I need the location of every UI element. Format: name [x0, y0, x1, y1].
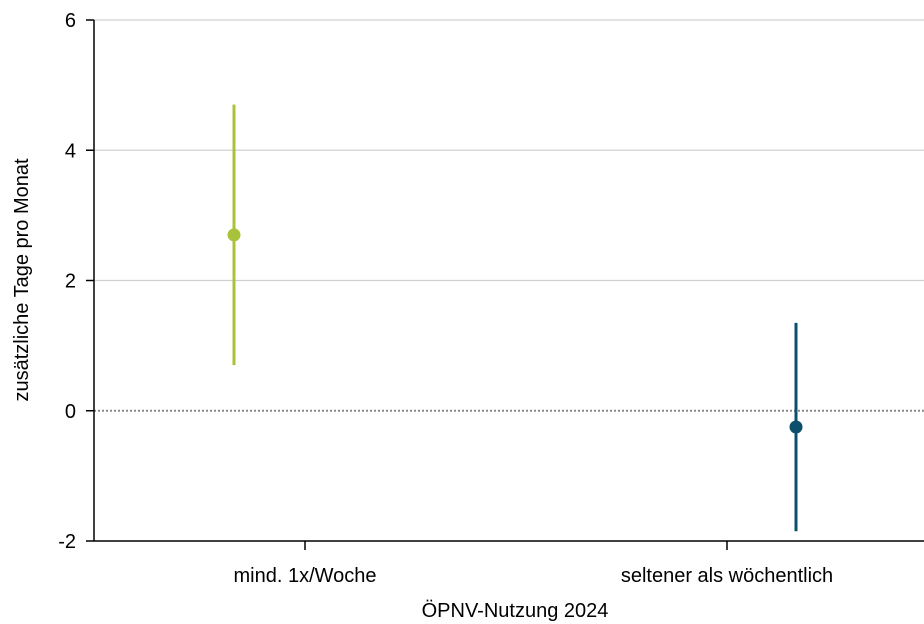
y-axis-title: zusätzliche Tage pro Monat	[11, 158, 33, 402]
point-estimate	[789, 420, 803, 434]
y-tick-label: -2	[58, 531, 76, 553]
x-tick-label: mind. 1x/Woche	[233, 565, 376, 587]
gridlines	[94, 19, 924, 282]
point-estimate	[227, 228, 241, 242]
x-axis-title: ÖPNV-Nutzung 2024	[422, 600, 609, 622]
y-tick-label: 0	[65, 401, 76, 423]
x-tick-label: seltener als wöchentlich	[621, 565, 833, 587]
y-axis-ticks: -2 0 2 4 6	[58, 10, 94, 553]
data-marks	[227, 104, 803, 532]
y-tick-label: 2	[65, 271, 76, 293]
y-tick-label: 4	[65, 140, 76, 162]
x-axis-ticks: mind. 1x/Woche seltener als wöchentlich	[233, 541, 833, 587]
y-tick-label: 6	[65, 10, 76, 32]
